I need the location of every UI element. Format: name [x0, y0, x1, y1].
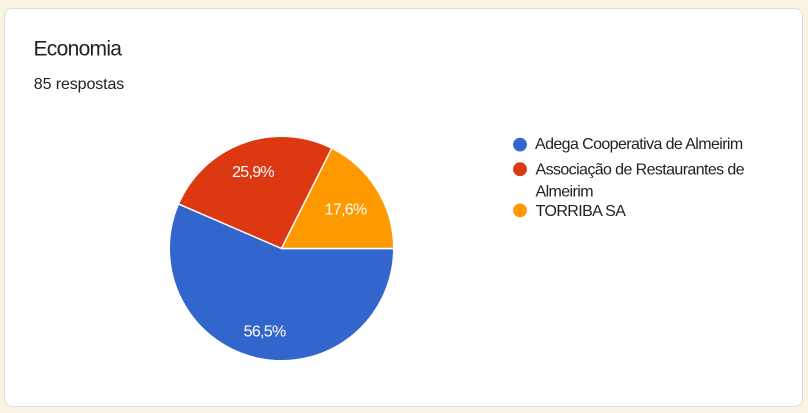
- svg-text:Almeirim: Almeirim: [536, 183, 594, 200]
- svg-text:Associação de Restaurantes de: Associação de Restaurantes de: [536, 162, 745, 179]
- svg-text:85 respostas: 85 respostas: [34, 76, 125, 93]
- svg-text:TORRIBA SA: TORRIBA SA: [536, 203, 627, 220]
- svg-text:25,9%: 25,9%: [232, 164, 274, 181]
- svg-text:Adega Cooperativa de Almeirim: Adega Cooperativa de Almeirim: [535, 136, 743, 153]
- svg-text:56,5%: 56,5%: [244, 323, 286, 340]
- svg-text:Economia: Economia: [34, 37, 123, 60]
- svg-text:17,6%: 17,6%: [325, 202, 367, 219]
